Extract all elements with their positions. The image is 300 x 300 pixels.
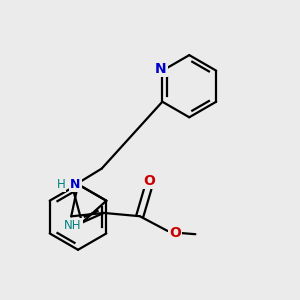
Text: H: H: [56, 178, 65, 191]
Text: N: N: [155, 62, 167, 76]
Text: N: N: [70, 178, 81, 191]
Text: O: O: [144, 174, 155, 188]
Text: O: O: [169, 226, 181, 240]
Text: NH: NH: [64, 219, 82, 232]
